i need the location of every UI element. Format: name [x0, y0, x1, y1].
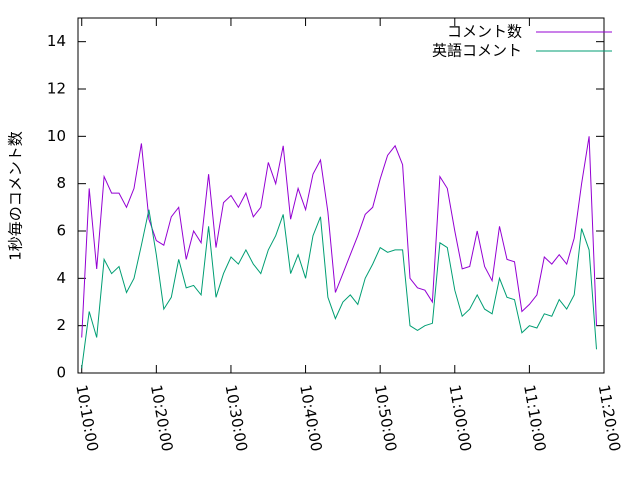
y-tick-label: 8	[56, 174, 66, 192]
series-line	[81, 209, 597, 369]
y-tick-label: 10	[47, 127, 66, 145]
y-tick-label: 2	[56, 316, 66, 334]
y-tick-label: 6	[56, 222, 66, 240]
legend-label: 英語コメント	[432, 42, 522, 60]
plot-frame	[77, 17, 605, 374]
y-tick-label: 12	[47, 80, 66, 98]
series-line	[81, 136, 597, 338]
y-tick-label: 14	[47, 32, 66, 50]
y-tick-label: 4	[56, 269, 66, 287]
y-axis-label: 1秒毎のコメント数	[7, 131, 25, 261]
y-tick-label: 0	[56, 364, 66, 382]
legend-label: コメント数	[447, 23, 522, 41]
